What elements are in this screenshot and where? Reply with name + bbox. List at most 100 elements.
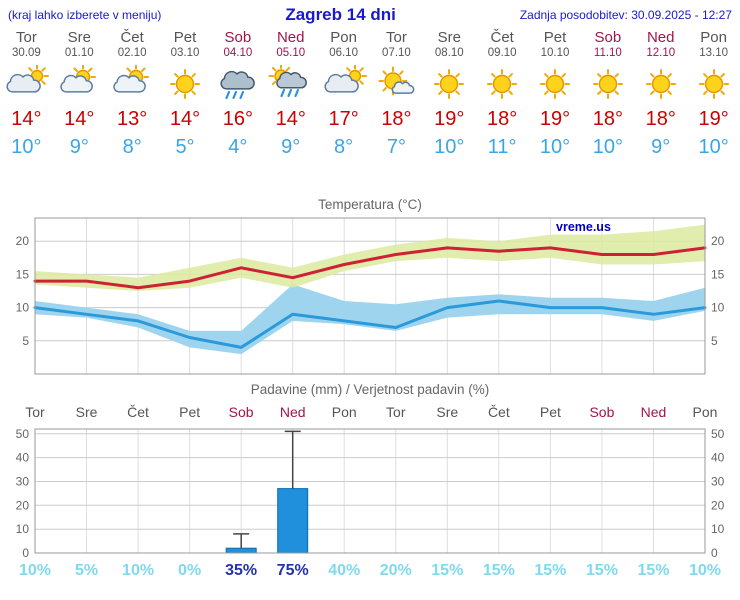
day-column[interactable]: Tor 30.09 14° 10°: [0, 29, 53, 159]
y-tick-label: 5: [711, 334, 718, 348]
day-column[interactable]: Sre 08.10 19° 10°: [423, 29, 476, 159]
min-temperature-line: [33, 299, 707, 349]
y-tick-label: 10: [711, 301, 725, 315]
day-date: 04.10: [223, 47, 253, 59]
day-date: 13.10: [699, 47, 728, 59]
sunny-icon: [698, 69, 729, 99]
temp-max: 14°: [275, 108, 306, 130]
y-tick-label: 20: [16, 498, 30, 512]
weather-icon-wrap: [317, 62, 370, 106]
max-range-band: [35, 224, 705, 291]
precip-day-labels: Tor Sre Čet Pet Sob Ned Pon Tor Sre Čet Pet Sob Ned P…: [0, 399, 740, 423]
precip-chart-title: Padavine (mm) / Verjetnost padavin (%): [250, 382, 490, 397]
temp-max: 18°: [381, 108, 412, 130]
day-name: Pon: [330, 29, 357, 46]
day-date: 12.10: [646, 47, 676, 59]
day-column[interactable]: Ned 12.10 18° 9°: [634, 29, 687, 159]
weather-icon-wrap: [529, 62, 582, 106]
temp-min: 9°: [281, 136, 301, 158]
y-tick-label: 0: [22, 546, 29, 560]
temp-min: 8°: [334, 136, 354, 158]
day-name: Sob: [224, 29, 252, 46]
precip-chart-svg: 0 0 10 10 20 20 30 30 40 40 50 50: [16, 427, 725, 560]
day-date: 01.10: [64, 47, 94, 59]
day-column[interactable]: Sre 01.10 14° 9°: [53, 29, 106, 159]
precip-probability: 15%: [482, 562, 515, 579]
weather-icon-wrap: [159, 62, 212, 106]
day-column[interactable]: Pon 13.10 19° 10°: [687, 29, 740, 159]
sunny-icon: [540, 69, 571, 99]
precip-bar: [225, 547, 257, 554]
temp-min: 9°: [69, 136, 89, 158]
day-column[interactable]: Čet 02.10 13° 8°: [106, 29, 159, 159]
precip-day-label: Sob: [589, 404, 615, 420]
precip-day-label: Tor: [386, 404, 406, 420]
weather-icon-wrap: [581, 62, 634, 106]
weather-icon-wrap: [370, 62, 423, 106]
temp-min: 9°: [651, 136, 671, 158]
day-name: Ned: [646, 29, 675, 46]
day-date: 07.10: [382, 47, 411, 59]
sunny-icon: [592, 69, 623, 99]
last-update: Zadnja posodobitev: 30.09.2025 - 12:27: [519, 8, 732, 22]
precip-day-label: Ned: [640, 404, 667, 420]
temp-max: 19°: [434, 108, 465, 130]
day-name: Čet: [120, 29, 144, 46]
rain-icon: [220, 70, 255, 100]
day-column[interactable]: Ned 05.10 14° 9°: [264, 29, 317, 159]
weather-icon-wrap: [476, 62, 529, 106]
temp-chart-title: Temperatura (°C): [318, 197, 422, 212]
weather-icon-wrap: [423, 62, 476, 106]
precip-day-label: Ned: [279, 404, 306, 420]
temp-min: 11°: [487, 136, 517, 158]
temp-max: 14°: [11, 108, 42, 130]
day-column[interactable]: Pet 03.10 14° 5°: [159, 29, 212, 159]
y-tick-label: 20: [711, 234, 725, 248]
weather-icon-wrap: [264, 62, 317, 106]
day-column[interactable]: Sob 04.10 16° 4°: [211, 29, 264, 159]
temp-max: 16°: [222, 108, 253, 130]
precip-day-label: Čet: [487, 404, 510, 420]
min-range-band: [35, 284, 705, 355]
partly-cloudy-icon: [113, 65, 150, 93]
precip-day-label: Tor: [25, 404, 45, 420]
day-column[interactable]: Tor 07.10 18° 7°: [370, 29, 423, 159]
precip-probability: 20%: [379, 562, 412, 579]
y-tick-label: 10: [16, 522, 30, 536]
day-column[interactable]: Pon 06.10 17° 8°: [317, 29, 370, 159]
precip-prob-labels: 10% 5% 10% 0% 35% 75% 40% 20% 15% 15% 15% 15% 15% 10%: [0, 561, 740, 583]
precip-probability: 15%: [637, 562, 670, 579]
weather-icon-wrap: [106, 62, 159, 106]
temp-max: 19°: [698, 108, 729, 130]
day-column[interactable]: Pet 10.10 19° 10°: [529, 29, 582, 159]
day-column[interactable]: Čet 09.10 18° 11°: [476, 29, 529, 159]
temp-max: 18°: [592, 108, 623, 130]
sunny-icon: [487, 69, 518, 99]
day-column[interactable]: Sob 11.10 18° 10°: [581, 29, 634, 159]
weather-icon-wrap: [634, 62, 687, 106]
day-date: 30.09: [12, 47, 41, 59]
temp-max: 17°: [328, 108, 359, 130]
precip-probability: 10%: [18, 562, 52, 579]
cloudy-icon: [324, 65, 367, 93]
temp-chart-svg: 5 5 10 10 15 15 20 20 vreme.us: [16, 217, 725, 375]
precip-probability: 15%: [431, 562, 464, 579]
precip-day-label: Pon: [331, 404, 357, 420]
y-tick-label: 40: [711, 451, 725, 465]
day-date: 10.10: [540, 47, 570, 59]
weather-icon-wrap: [687, 62, 740, 106]
precip-probability: 5%: [74, 562, 99, 579]
temp-min: 7°: [386, 136, 406, 158]
day-name: Tor: [16, 29, 37, 46]
precip-probability: 15%: [534, 562, 567, 579]
weather-icon-wrap: [211, 62, 264, 106]
day-name: Tor: [386, 29, 407, 46]
precip-bar: [277, 488, 309, 554]
max-temperature-line: [33, 246, 707, 290]
temp-max: 19°: [539, 108, 571, 130]
cloudy-icon: [6, 65, 50, 93]
y-tick-label: 30: [16, 475, 30, 489]
weather-icon-wrap: [53, 62, 106, 106]
y-tick-label: 20: [16, 234, 30, 248]
